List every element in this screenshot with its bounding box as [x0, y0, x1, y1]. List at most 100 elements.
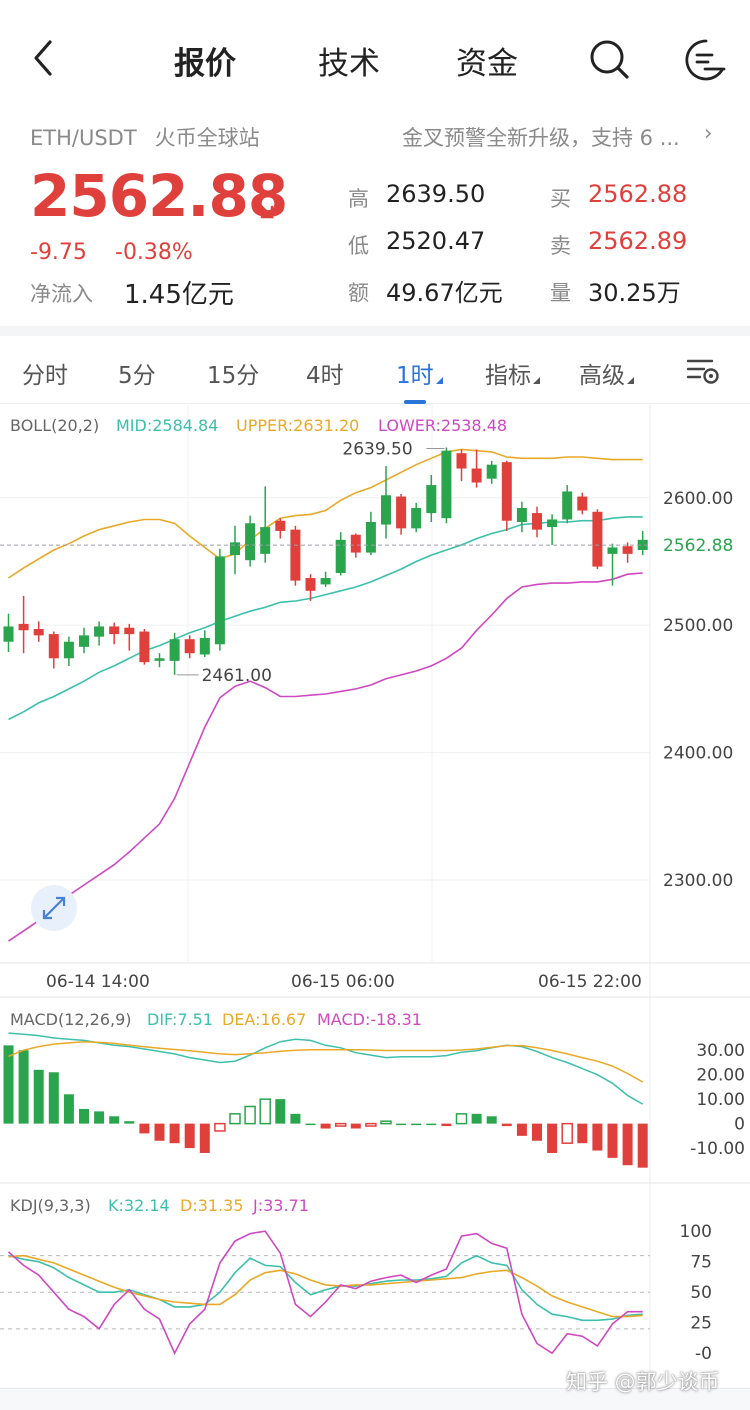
kdj-j-label: J:33.71 [252, 1196, 309, 1215]
macd-histogram-bar [380, 1120, 392, 1125]
candle-body [562, 491, 573, 520]
macd-histogram-bar [411, 1123, 422, 1126]
tab-5min[interactable]: 5分 [118, 363, 156, 389]
macd-histogram-bar [18, 1050, 29, 1124]
candle-body [426, 485, 437, 514]
tab-technical[interactable]: 技术 [318, 46, 380, 82]
boll-mid-line [8, 516, 643, 721]
x-tick-label: 06-15 06:00 [291, 972, 395, 992]
price-change: -9.75 [30, 240, 87, 265]
macd-indicator-name: MACD(12,26,9) [10, 1010, 132, 1029]
kdj-y-tick-label: 75 [690, 1253, 712, 1273]
macd-y-tick-label: 30.00 [696, 1041, 745, 1061]
candle-body [607, 547, 618, 554]
ask-value: 2562.89 [588, 227, 688, 255]
macd-histogram-bar [229, 1113, 241, 1125]
candle-body [124, 627, 135, 635]
boll-indicator-name: BOLL(20,2) [10, 416, 99, 435]
candle-body [199, 637, 210, 655]
macd-histogram-bar [455, 1113, 468, 1125]
tab-advanced[interactable]: 高级 [579, 356, 634, 390]
candle-body [245, 523, 256, 561]
tab-1h[interactable]: 1时 [396, 356, 443, 390]
expand-arrows-icon[interactable] [43, 897, 65, 919]
price-chart[interactable]: 2600.00 2500.00 2400.00 2300.00 2562.88 2639… [0, 405, 750, 1388]
fullscreen-button[interactable] [31, 885, 77, 931]
bottom-toolbar [0, 1388, 750, 1410]
back-arrow-icon[interactable] [28, 36, 62, 80]
search-icon[interactable] [588, 38, 630, 80]
macd-histogram-bar [259, 1098, 271, 1125]
net-inflow-value: 1.45亿元 [124, 280, 234, 310]
candle-body [169, 639, 180, 661]
kdj-y-tick-label: 50 [690, 1283, 712, 1303]
low-value: 2520.47 [386, 227, 486, 255]
candle-body [320, 578, 331, 585]
candle-body [335, 539, 346, 573]
tab-indicators-label[interactable]: 指标 [485, 363, 531, 389]
candle-body [260, 527, 271, 554]
macd-y-tick-label: 0 [734, 1115, 745, 1135]
pair-info: ETH/USDT 火币全球站 [30, 122, 260, 152]
candle-body [290, 529, 301, 581]
amount-label: 额 [348, 281, 369, 305]
tab-funds[interactable]: 资金 [456, 46, 518, 82]
macd-histogram-bar [79, 1108, 89, 1124]
volume-value: 30.25万 [588, 279, 681, 307]
comment-menu-icon[interactable] [684, 38, 728, 82]
macd-histogram-bar [3, 1045, 14, 1124]
kdj-k-label: K:32.14 [108, 1196, 170, 1215]
macd-histogram-bar [290, 1113, 301, 1124]
candle-body [139, 631, 150, 663]
macd-histogram-bar [547, 1123, 558, 1153]
macd-histogram-bar [214, 1122, 226, 1132]
high-value: 2639.50 [386, 180, 486, 208]
y-tick-label: 2300.00 [663, 871, 733, 891]
tab-advanced-label[interactable]: 高级 [579, 363, 625, 389]
macd-histogram-bar [441, 1123, 452, 1127]
tab-15min[interactable]: 15分 [207, 363, 260, 389]
macd-histogram-bar [426, 1123, 437, 1126]
tab-indicators[interactable]: 指标 [485, 356, 540, 390]
last-price-tag-label: 2562.88 [663, 536, 733, 556]
macd-histogram-bar [154, 1123, 165, 1141]
ask-label: 卖 [550, 234, 571, 258]
candle-body [547, 519, 558, 528]
macd-histogram-bar [396, 1123, 407, 1126]
macd-y-tick-label: 20.00 [696, 1066, 745, 1086]
tab-1h-label[interactable]: 1时 [396, 363, 434, 389]
candle-body [441, 450, 452, 519]
price-change-pct: -0.38% [115, 240, 193, 265]
chevron-right-icon[interactable]: › [704, 121, 713, 145]
kdj-y-tick-label: 25 [690, 1314, 712, 1334]
tab-timeshare[interactable]: 分时 [22, 363, 68, 389]
candle-body [184, 639, 195, 654]
macd-histogram-bar [334, 1122, 347, 1127]
candle-body [592, 511, 603, 567]
top-nav: 报价 技术 资金 [0, 0, 750, 112]
section-divider [0, 326, 750, 336]
macd-histogram-bar [592, 1123, 603, 1151]
macd-value-label: MACD:-18.31 [317, 1010, 422, 1029]
macd-histogram-bar [471, 1113, 482, 1124]
macd-histogram-bar [244, 1105, 256, 1125]
kdj-y-tick-label: -0 [695, 1344, 712, 1364]
macd-histogram-bar [33, 1069, 44, 1124]
candle-body [109, 626, 120, 635]
x-tick-label: 06-15 22:00 [538, 972, 642, 992]
kdj-d-line [8, 1254, 643, 1318]
candle-body [622, 546, 633, 554]
tab-quote[interactable]: 报价 [174, 46, 236, 82]
notice-text[interactable]: 金叉预警全新升级，支持 6 ... [402, 126, 680, 150]
macd-dif-line [8, 1032, 644, 1105]
bid-value: 2562.88 [588, 180, 688, 208]
tab-4h[interactable]: 4时 [306, 363, 344, 389]
chart-settings-icon[interactable] [686, 356, 720, 386]
arrow-down-right-icon [255, 200, 274, 219]
kdj-d-label: D:31.35 [180, 1196, 244, 1215]
macd-y-tick-label: -10.00 [690, 1139, 745, 1159]
volume-label: 量 [550, 281, 571, 305]
candle-body [230, 542, 240, 556]
notice-banner[interactable]: 金叉预警全新升级，支持 6 ... › [402, 121, 712, 152]
macd-histogram-bar [109, 1116, 120, 1124]
